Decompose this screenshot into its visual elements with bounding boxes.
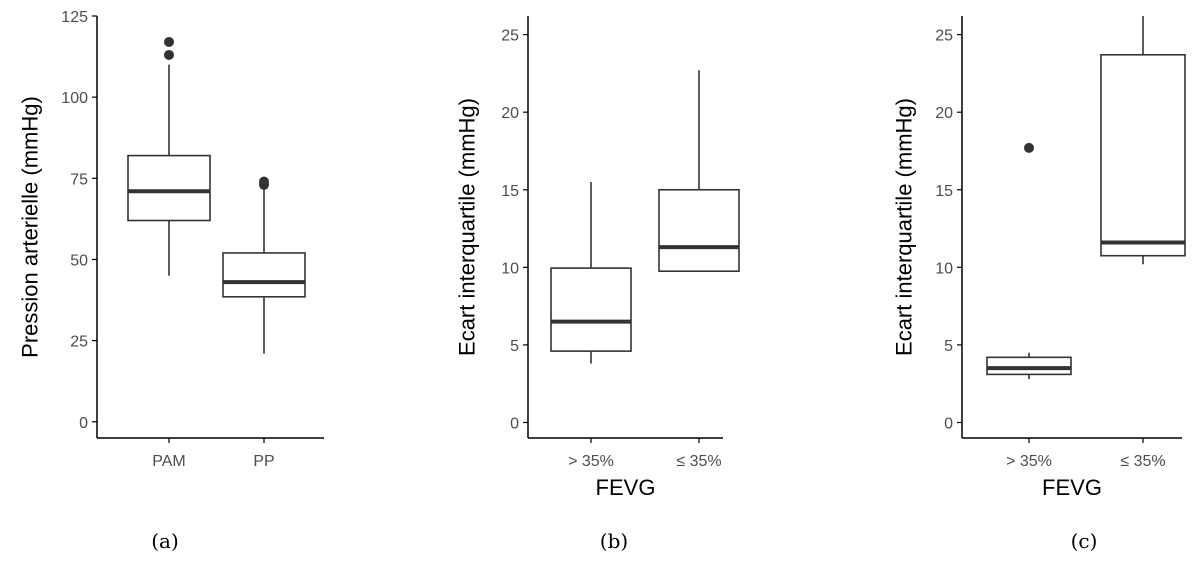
x-axis-title: FEVG	[1042, 475, 1102, 500]
box-> 35%	[550, 182, 632, 364]
box-iqr	[550, 267, 632, 352]
x-tick-label: PAM	[152, 453, 185, 470]
y-tick-label: 25	[935, 28, 953, 45]
y-tick-label: 20	[501, 105, 519, 122]
outlier-point	[1024, 142, 1034, 153]
x-tick-label: > 35%	[568, 453, 614, 470]
y-axis-title: Ecart interquartile (mmHg)	[892, 98, 917, 356]
panel-caption: (b)	[600, 529, 628, 553]
x-tick-label: ≤ 35%	[1120, 453, 1165, 470]
box-PP	[222, 176, 306, 354]
y-tick-label: 25	[70, 334, 88, 351]
x-tick-label: > 35%	[1006, 453, 1052, 470]
x-axis-title: FEVG	[596, 475, 656, 500]
y-tick-label: 5	[944, 338, 953, 355]
y-tick-label: 15	[935, 183, 953, 200]
box-iqr	[1100, 53, 1186, 257]
y-tick-label: 50	[70, 252, 88, 269]
y-tick-label: 20	[935, 105, 953, 122]
y-tick-label: 0	[79, 415, 88, 432]
x-tick-label: PP	[253, 453, 274, 470]
box-≤ 35%	[658, 70, 740, 273]
panel-caption: (c)	[1071, 529, 1098, 553]
y-tick-label: 5	[510, 338, 519, 355]
box-≤ 35%	[1100, 16, 1186, 265]
x-tick-label: ≤ 35%	[676, 453, 721, 470]
box-PAM	[127, 36, 211, 276]
y-tick-label: 0	[944, 415, 953, 432]
y-tick-label: 25	[501, 28, 519, 45]
outlier-point	[164, 49, 174, 60]
box-iqr	[986, 356, 1072, 376]
y-tick-label: 100	[61, 90, 88, 107]
y-tick-label: 15	[501, 183, 519, 200]
y-tick-label: 10	[501, 260, 519, 277]
outlier-point	[164, 36, 174, 47]
y-tick-label: 10	[935, 260, 953, 277]
panel-1: 0 25 50 75 100 125 PAM PP Pression arterielle (m…	[18, 9, 324, 553]
panel-caption: (a)	[151, 529, 179, 553]
box-iqr	[222, 252, 306, 298]
y-tick-label: 0	[510, 415, 519, 432]
outlier-point	[259, 176, 269, 187]
y-axis-title: Ecart interquartile (mmHg)	[455, 98, 480, 356]
panel-2: 0 5 10 15 20 25 > 35% ≤ 35% Ecart interquartile …	[455, 16, 740, 553]
y-axis-title: Pression arterielle (mmHg)	[18, 96, 43, 358]
box-> 35%	[986, 142, 1072, 380]
box-iqr	[127, 154, 211, 222]
box-iqr	[658, 188, 740, 273]
y-tick-label: 75	[70, 171, 88, 188]
panel-3: 0 5 10 15 20 25 > 35% ≤ 35% Ecart interquartile …	[892, 16, 1186, 553]
y-tick-label: 125	[61, 9, 88, 26]
